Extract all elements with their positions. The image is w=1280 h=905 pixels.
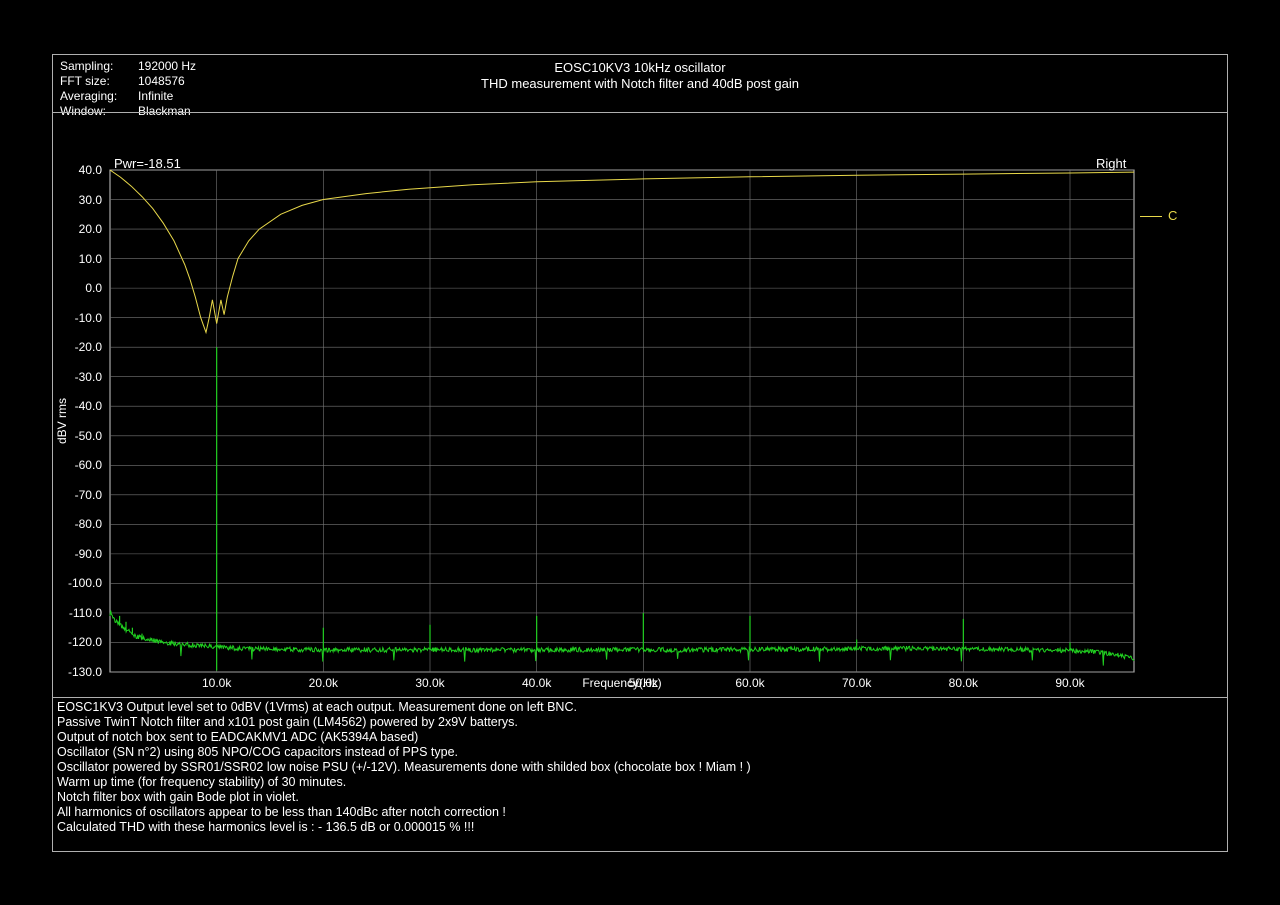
note-line: Calculated THD with these harmonics leve… [57,820,751,835]
legend-swatch [1140,216,1162,217]
legend-label: C [1168,208,1177,223]
note-line: All harmonics of oscillators appear to b… [57,805,751,820]
note-line: Oscillator (SN n°2) using 805 NPO/COG ca… [57,745,751,760]
channel-label: Right [1096,156,1126,171]
note-line: Passive TwinT Notch filter and x101 post… [57,715,751,730]
note-line: Oscillator powered by SSR01/SSR02 low no… [57,760,751,775]
note-line: EOSC1KV3 Output level set to 0dBV (1Vrms… [57,700,751,715]
power-readout: Pwr=-18.51 [114,156,181,171]
note-line: Notch filter box with gain Bode plot in … [57,790,751,805]
note-line: Output of notch box sent to EADCAKMV1 AD… [57,730,751,745]
note-line: Warm up time (for frequency stability) o… [57,775,751,790]
measurement-notes: EOSC1KV3 Output level set to 0dBV (1Vrms… [57,700,751,835]
